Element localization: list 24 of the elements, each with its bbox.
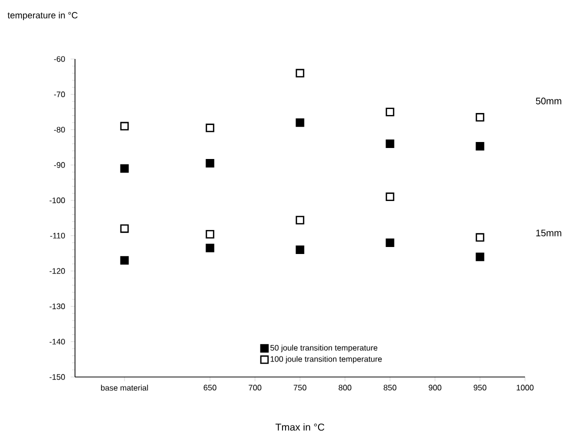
point (476, 113, 484, 122)
point (120, 256, 129, 265)
point (206, 158, 214, 168)
point (206, 244, 214, 252)
point (476, 233, 484, 242)
point (296, 246, 304, 254)
text: 50mm (536, 98, 562, 104)
point (120, 122, 129, 130)
point (476, 252, 484, 262)
point (386, 140, 394, 148)
point (386, 192, 394, 202)
point (386, 108, 394, 116)
x-axis-title: Tmax in °C (276, 423, 324, 431)
point (476, 142, 484, 151)
point (120, 224, 129, 233)
text: 15mm (536, 230, 562, 236)
point (296, 118, 304, 127)
point (386, 238, 394, 247)
y-axis-title: temperature in °C (8, 12, 78, 20)
point (120, 164, 129, 173)
point (296, 68, 304, 78)
point (206, 230, 214, 239)
point (206, 124, 214, 132)
point (296, 216, 304, 224)
